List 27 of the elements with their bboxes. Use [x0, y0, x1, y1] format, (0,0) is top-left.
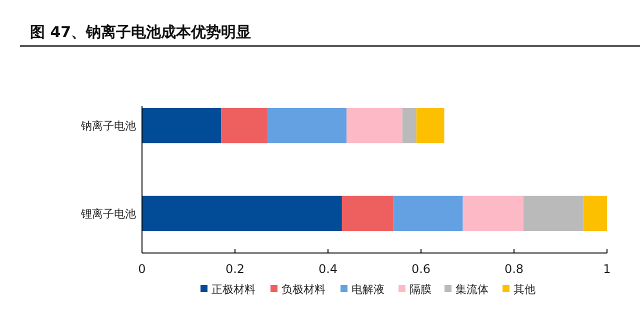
bar [462, 196, 524, 232]
bar [584, 196, 607, 232]
legend-label: 电解液 [352, 283, 384, 296]
bar [142, 196, 342, 232]
legend-label: 负极材料 [282, 283, 326, 296]
y-tick-label: 锂离子电池 [80, 207, 136, 220]
x-tick-label: 0.4 [318, 262, 338, 276]
y-tick-label: 钠离子电池 [80, 120, 136, 133]
bar [523, 196, 584, 232]
x-tick-label: 0.8 [504, 262, 524, 276]
bar [342, 196, 394, 232]
x-tick-label: 1 [603, 262, 611, 276]
bar [268, 108, 347, 144]
bar [346, 108, 402, 144]
legend-label: 其他 [514, 283, 536, 296]
legend-label: 隔膜 [410, 283, 432, 296]
bar [393, 196, 463, 232]
legend-label: 集流体 [456, 283, 488, 296]
bar [142, 108, 222, 144]
x-tick-label: 0.2 [225, 262, 245, 276]
bar [221, 108, 268, 144]
chart-title: 图 47、钠离子电池成本优势明显 [30, 23, 252, 41]
bar [402, 108, 416, 144]
legend-label: 正极材料 [212, 283, 256, 296]
bar [416, 108, 444, 144]
x-tick-label: 0.6 [411, 262, 431, 276]
x-tick-label: 0 [138, 262, 146, 276]
